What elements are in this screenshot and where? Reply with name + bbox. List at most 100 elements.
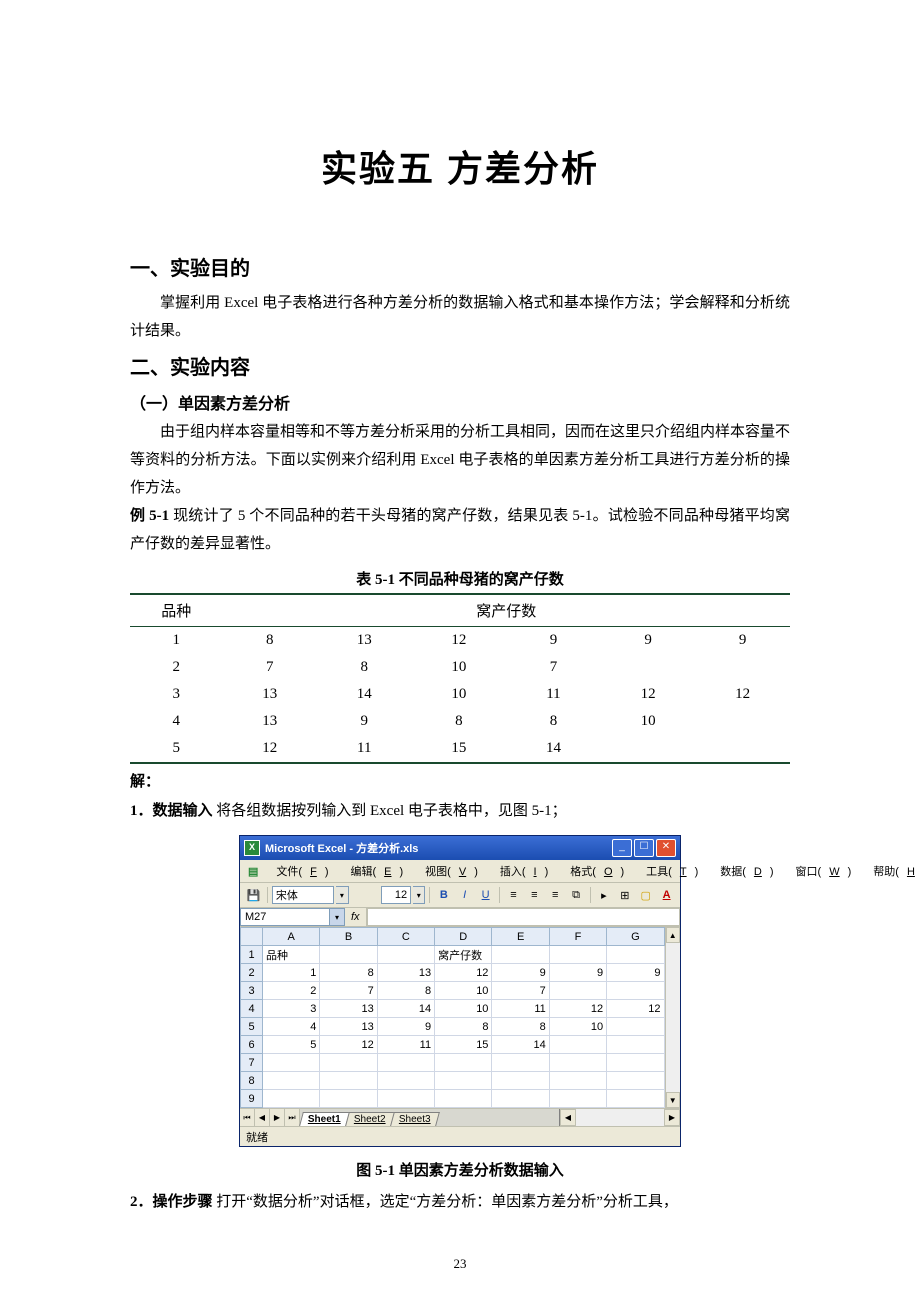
cell[interactable] xyxy=(492,946,549,964)
fx-icon[interactable]: fx xyxy=(345,908,367,926)
cell[interactable]: 8 xyxy=(377,982,434,1000)
cell[interactable] xyxy=(607,1018,664,1036)
cell[interactable] xyxy=(607,982,664,1000)
cell[interactable]: 品种 xyxy=(263,946,320,964)
column-header[interactable]: A xyxy=(263,928,320,946)
row-header[interactable]: 3 xyxy=(241,982,263,1000)
formula-bar-input[interactable] xyxy=(367,908,680,926)
cell[interactable] xyxy=(435,1072,492,1090)
menu-insert[interactable]: 插入(I) xyxy=(492,862,556,880)
row-header[interactable]: 4 xyxy=(241,1000,263,1018)
cell[interactable]: 12 xyxy=(320,1036,377,1054)
cell[interactable]: 3 xyxy=(263,1000,320,1018)
excel-spreadsheet[interactable]: A B C D E F G 1 品种 窝产仔数 xyxy=(240,927,665,1108)
cell[interactable] xyxy=(549,1036,606,1054)
excel-titlebar[interactable]: X Microsoft Excel - 方差分析.xls _ ☐ ✕ xyxy=(240,836,680,860)
cell[interactable]: 9 xyxy=(377,1018,434,1036)
row-header[interactable]: 2 xyxy=(241,964,263,982)
border-button[interactable]: ⊞ xyxy=(615,885,634,905)
column-header[interactable]: D xyxy=(435,928,492,946)
row-header[interactable]: 9 xyxy=(241,1090,263,1108)
scroll-track[interactable] xyxy=(666,943,680,1092)
align-center-button[interactable]: ≡ xyxy=(525,885,544,905)
cell[interactable]: 12 xyxy=(607,1000,664,1018)
cell[interactable] xyxy=(320,946,377,964)
merge-cells-button[interactable]: ⧉ xyxy=(567,885,586,905)
font-color-button[interactable]: A xyxy=(657,885,676,905)
indent-button[interactable]: ▸ xyxy=(594,885,613,905)
column-header[interactable]: C xyxy=(377,928,434,946)
cell[interactable]: 9 xyxy=(549,964,606,982)
menu-window[interactable]: 窗口(W) xyxy=(788,862,860,880)
cell[interactable] xyxy=(607,1036,664,1054)
cell[interactable]: 11 xyxy=(377,1036,434,1054)
cell[interactable]: 10 xyxy=(435,1000,492,1018)
cell[interactable] xyxy=(492,1054,549,1072)
tab-nav-first-icon[interactable]: ⏮ xyxy=(240,1109,255,1126)
scroll-down-icon[interactable]: ▼ xyxy=(666,1092,680,1108)
cell[interactable] xyxy=(549,946,606,964)
cell[interactable]: 7 xyxy=(320,982,377,1000)
vertical-scrollbar[interactable]: ▲ ▼ xyxy=(665,927,680,1108)
cell[interactable]: 14 xyxy=(377,1000,434,1018)
scroll-left-icon[interactable]: ◀ xyxy=(560,1109,576,1126)
bold-button[interactable]: B xyxy=(434,885,453,905)
cell[interactable] xyxy=(263,1090,320,1108)
cell[interactable]: 9 xyxy=(607,964,664,982)
cell[interactable] xyxy=(320,1072,377,1090)
cell[interactable] xyxy=(549,982,606,1000)
row-header[interactable]: 1 xyxy=(241,946,263,964)
name-box[interactable]: M27 xyxy=(240,908,330,926)
cell[interactable]: 5 xyxy=(263,1036,320,1054)
save-icon[interactable]: 💾 xyxy=(244,885,263,905)
cell[interactable]: 10 xyxy=(549,1018,606,1036)
cell[interactable]: 7 xyxy=(492,982,549,1000)
cell[interactable] xyxy=(492,1090,549,1108)
cell[interactable]: 15 xyxy=(435,1036,492,1054)
cell[interactable]: 9 xyxy=(492,964,549,982)
font-size-dropdown-icon[interactable]: ▾ xyxy=(413,886,425,904)
cell[interactable] xyxy=(320,1054,377,1072)
cell[interactable]: 14 xyxy=(492,1036,549,1054)
menu-tools[interactable]: 工具(T) xyxy=(638,862,706,880)
cell[interactable]: 11 xyxy=(492,1000,549,1018)
window-close-button[interactable]: ✕ xyxy=(656,839,676,857)
cell[interactable]: 8 xyxy=(320,964,377,982)
cell[interactable]: 1 xyxy=(263,964,320,982)
cell[interactable]: 10 xyxy=(435,982,492,1000)
menu-help[interactable]: 帮助(H) xyxy=(865,862,920,880)
window-minimize-button[interactable]: _ xyxy=(612,839,632,857)
font-name-selector[interactable]: 宋体 xyxy=(272,886,334,904)
align-right-button[interactable]: ≡ xyxy=(546,885,565,905)
sheet-tab-sheet1[interactable]: Sheet1 xyxy=(299,1112,350,1126)
underline-button[interactable]: U xyxy=(476,885,495,905)
cell[interactable] xyxy=(435,1054,492,1072)
tab-nav-last-icon[interactable]: ⏭ xyxy=(285,1109,300,1126)
menu-format[interactable]: 格式(O) xyxy=(562,862,632,880)
cell[interactable] xyxy=(607,946,664,964)
font-name-dropdown-icon[interactable]: ▾ xyxy=(336,886,348,904)
cell[interactable] xyxy=(607,1072,664,1090)
cell[interactable]: 13 xyxy=(320,1000,377,1018)
row-header[interactable]: 8 xyxy=(241,1072,263,1090)
cell[interactable]: 13 xyxy=(377,964,434,982)
tab-nav-prev-icon[interactable]: ◀ xyxy=(255,1109,270,1126)
menu-view[interactable]: 视图(V) xyxy=(417,862,486,880)
align-left-button[interactable]: ≡ xyxy=(504,885,523,905)
tab-nav-next-icon[interactable]: ▶ xyxy=(270,1109,285,1126)
cell[interactable]: 8 xyxy=(435,1018,492,1036)
cell[interactable] xyxy=(263,1054,320,1072)
menu-file[interactable]: 文件(F) xyxy=(268,862,336,880)
column-header[interactable]: F xyxy=(549,928,606,946)
cell[interactable] xyxy=(492,1072,549,1090)
cell[interactable]: 8 xyxy=(492,1018,549,1036)
cell[interactable] xyxy=(377,1090,434,1108)
cell[interactable] xyxy=(607,1054,664,1072)
select-all-corner[interactable] xyxy=(241,928,263,946)
row-header[interactable]: 6 xyxy=(241,1036,263,1054)
cell[interactable] xyxy=(549,1072,606,1090)
scroll-up-icon[interactable]: ▲ xyxy=(666,927,680,943)
italic-button[interactable]: I xyxy=(455,885,474,905)
cell[interactable]: 12 xyxy=(435,964,492,982)
column-header[interactable]: E xyxy=(492,928,549,946)
